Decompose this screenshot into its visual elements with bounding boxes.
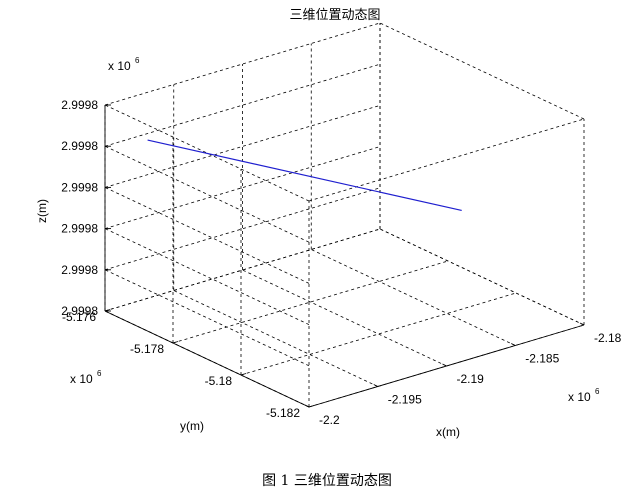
y-tick-label: -5.182 xyxy=(266,406,300,420)
y-tick-mark xyxy=(308,405,315,408)
z-tick-label: 2.9998 xyxy=(61,263,98,277)
x-tick-mark xyxy=(442,363,447,367)
box-edge-dashed xyxy=(379,228,585,326)
y-tick-mark xyxy=(104,309,111,312)
left-wall-grid-line xyxy=(104,187,310,284)
y-axis-line xyxy=(104,310,310,408)
z-tick-label: 2.9998 xyxy=(61,180,98,194)
z-tick-label: 2.9998 xyxy=(61,139,98,153)
box-edge-dashed xyxy=(308,118,585,202)
axes-box xyxy=(104,105,585,408)
back-wall-grid-line xyxy=(104,146,381,229)
z-multiplier-exponent: 6 xyxy=(135,56,140,65)
floor-grid-line xyxy=(242,269,447,367)
x-axis-label: x(m) xyxy=(436,425,460,439)
z-tick-label: 2.9998 xyxy=(61,222,98,236)
floor-grid-line xyxy=(173,290,378,387)
y-tick-label: -5.176 xyxy=(62,310,96,324)
x-tick-label: -2.195 xyxy=(388,393,422,407)
series-group xyxy=(147,139,462,211)
x-tick-mark xyxy=(579,322,585,326)
x-tick-mark xyxy=(373,384,378,387)
y-multiplier-exponent: 6 xyxy=(97,369,102,378)
chart-title: 三维位置动态图 xyxy=(289,8,380,23)
x-tick-label: -2.18 xyxy=(594,331,622,345)
left-wall-grid-line xyxy=(104,104,310,202)
y-axis-label: y(m) xyxy=(180,419,204,433)
z-tick-label: 2.9998 xyxy=(61,98,98,112)
z-tick-label: 2.9998 xyxy=(61,304,98,318)
y-tick-mark xyxy=(240,373,247,376)
y-tick-label: -5.18 xyxy=(205,374,233,388)
x-tick-label: -2.185 xyxy=(525,352,559,366)
y-multiplier-base: x 10 xyxy=(70,372,93,386)
y-tick-mark xyxy=(172,341,179,344)
y-tick-label: -5.178 xyxy=(130,342,164,356)
z-axis-label: z(m) xyxy=(35,199,49,223)
tick-marks xyxy=(104,104,585,408)
x-multiplier-base: x 10 xyxy=(568,390,591,404)
z-multiplier: x 10 6 xyxy=(108,56,140,73)
series-line xyxy=(147,139,462,211)
left-wall-grid-line xyxy=(104,145,310,243)
x-tick-mark xyxy=(304,404,310,408)
box-edge-dashed xyxy=(379,22,585,120)
x-tick-label: -2.19 xyxy=(457,372,485,386)
floor-grid-line xyxy=(240,292,517,376)
y-multiplier: x 10 6 xyxy=(70,369,102,386)
figure-caption: 图 1 三维位置动态图 xyxy=(262,473,392,489)
grid-lines xyxy=(104,22,585,408)
x-multiplier-exponent: 6 xyxy=(595,387,600,396)
floor-grid-line xyxy=(311,249,516,346)
x-multiplier: x 10 6 xyxy=(568,387,600,404)
left-wall-grid-line xyxy=(104,269,310,367)
left-wall-grid-line xyxy=(104,228,310,325)
z-multiplier-base: x 10 xyxy=(108,59,131,73)
x-tick-label: -2.2 xyxy=(319,413,340,427)
tick-labels: 2.99982.99982.99982.99982.99982.9998-5.1… xyxy=(61,98,621,427)
x-tick-mark xyxy=(511,343,516,346)
floor-grid-line xyxy=(379,228,585,326)
